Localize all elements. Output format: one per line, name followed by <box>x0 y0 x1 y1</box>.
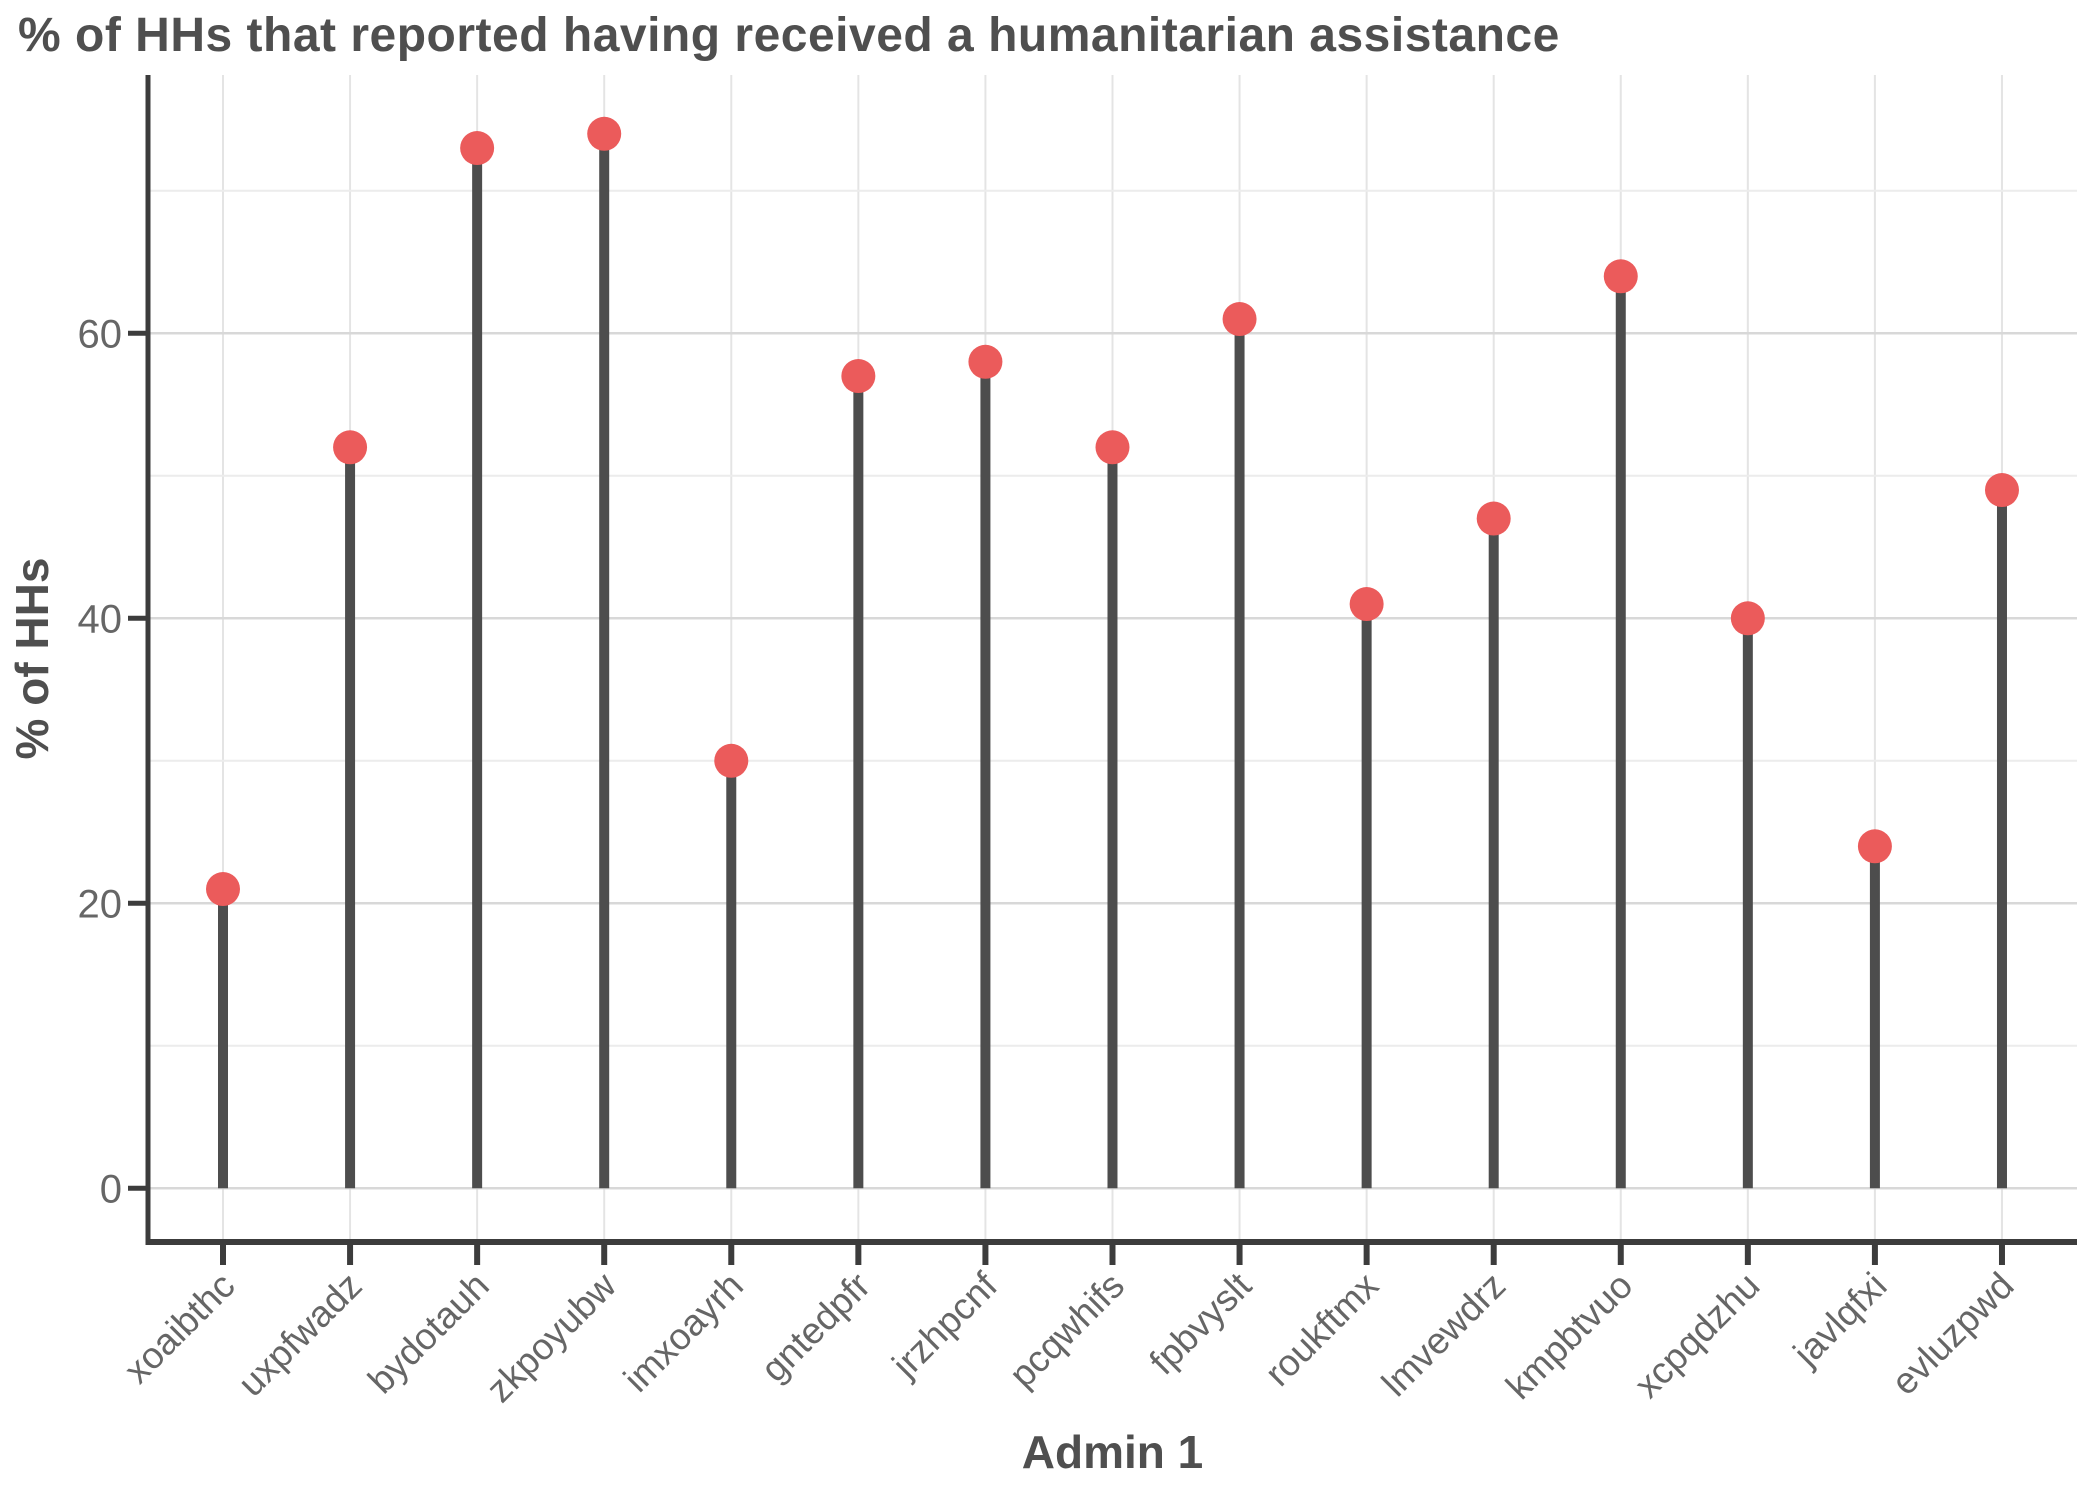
x-tick-label: xoaibthc <box>116 1265 242 1391</box>
lollipop-dot <box>1857 829 1892 864</box>
y-tick-label: 20 <box>78 882 123 926</box>
x-tick-label: evluzpwd <box>1884 1265 2022 1403</box>
y-tick-label: 60 <box>78 312 123 356</box>
y-tick-label: 40 <box>78 597 123 641</box>
x-tick-label: xcpqdzhu <box>1627 1265 1768 1406</box>
lollipop-dot <box>841 359 876 394</box>
x-tick-label: jrzhpcnf <box>884 1264 1006 1386</box>
x-tick-label: pcqwhifs <box>1001 1265 1132 1396</box>
lollipop-dot <box>1349 587 1384 622</box>
lollipop-dot <box>1730 601 1765 636</box>
x-tick-label: imxoayrh <box>616 1265 751 1400</box>
x-tick-label: lmvewdrz <box>1374 1265 1513 1404</box>
x-tick-label: uxpfwadz <box>230 1265 370 1405</box>
lollipop-dot <box>968 344 1003 379</box>
x-tick-label: kmpbtvuo <box>1498 1265 1640 1407</box>
lollipop-dot <box>460 131 495 166</box>
x-tick-label: bydotauh <box>360 1265 497 1402</box>
lollipop-dot <box>587 116 622 151</box>
lollipop-dot <box>1984 473 2019 508</box>
x-tick-label: roukftmx <box>1257 1264 1387 1394</box>
lollipop-dot <box>1476 501 1511 536</box>
chart-title: % of HHs that reported having received a… <box>18 9 1560 62</box>
lollipop-dot <box>1603 259 1638 294</box>
x-tick-label: javlqfxi <box>1785 1265 1895 1375</box>
x-axis-title: Admin 1 <box>1022 1426 1203 1478</box>
x-tick-label: fpbvyslt <box>1142 1264 1260 1382</box>
lollipop-dot <box>714 743 749 778</box>
lollipop-dot <box>333 430 368 465</box>
lollipop-dot <box>206 872 240 907</box>
x-tick-label: zkpoyubw <box>479 1264 625 1410</box>
y-axis-title: % of HHs <box>6 558 58 760</box>
lollipop-dot <box>1222 302 1257 337</box>
lollipop-dot <box>1095 430 1130 465</box>
y-tick-label: 0 <box>100 1167 122 1211</box>
x-tick-label: gntedpfr <box>753 1265 878 1390</box>
